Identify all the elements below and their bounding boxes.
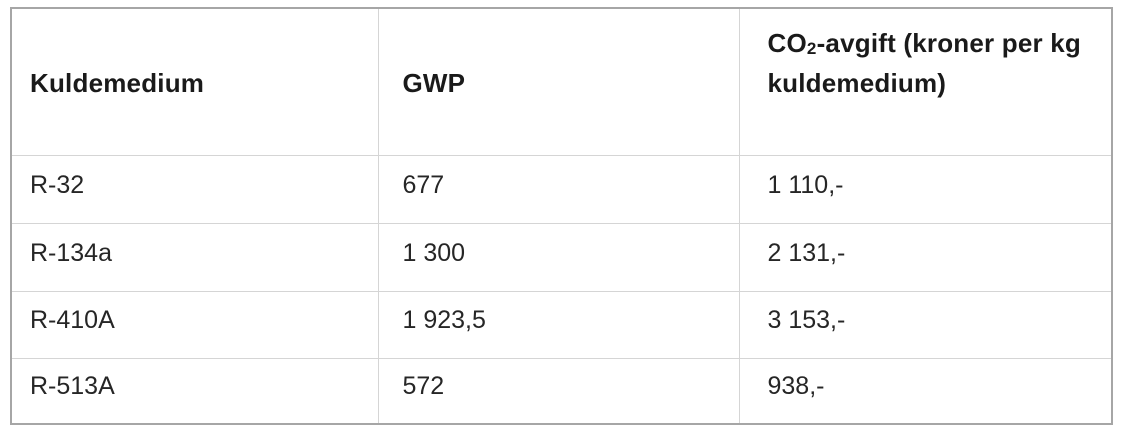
table-row-r513a: R-513A 572 938,- xyxy=(10,357,1113,425)
table-header-row: Kuldemedium GWP CO2-avgift (kroner per k… xyxy=(10,7,1113,156)
column-header-gwp-label: GWP xyxy=(402,67,466,98)
column-header-kuldemedium-label: Kuldemedium xyxy=(30,67,205,98)
table-row-r32: R-32 677 1 110,- xyxy=(10,154,1113,224)
table-container: Kuldemedium GWP CO2-avgift (kroner per k… xyxy=(10,7,1113,425)
cell-avgift: 938,- xyxy=(738,357,1113,425)
cell-avgift: 1 110,- xyxy=(738,154,1113,224)
cell-kuldemedium: R-134a xyxy=(10,222,379,292)
table-header: Kuldemedium GWP CO2-avgift (kroner per k… xyxy=(10,7,1113,156)
cell-gwp: 677 xyxy=(377,154,740,224)
cell-gwp: 1 300 xyxy=(377,222,740,292)
co2-avgift-table: Kuldemedium GWP CO2-avgift (kroner per k… xyxy=(10,7,1113,425)
cell-kuldemedium: R-513A xyxy=(10,357,379,425)
table-body: R-32 677 1 110,- R-134a 1 300 2 131,- R-… xyxy=(10,154,1113,425)
column-header-gwp: GWP xyxy=(377,7,740,156)
table-row-r134a: R-134a 1 300 2 131,- xyxy=(10,222,1113,292)
cell-gwp: 572 xyxy=(377,357,740,425)
column-header-kuldemedium: Kuldemedium xyxy=(10,7,379,156)
cell-avgift: 2 131,- xyxy=(738,222,1113,292)
table-row-r410a: R-410A 1 923,5 3 153,- xyxy=(10,290,1113,359)
co2-subscript: 2 xyxy=(806,38,817,58)
cell-kuldemedium: R-410A xyxy=(10,290,379,359)
cell-kuldemedium: R-32 xyxy=(10,154,379,224)
cell-gwp: 1 923,5 xyxy=(377,290,740,359)
co2-avgift-suffix: -avgift (kroner per kg kuldemedium) xyxy=(767,27,1082,98)
cell-avgift: 3 153,- xyxy=(738,290,1113,359)
column-header-co2-avgift: CO2-avgift (kroner per kg kuldemedium) xyxy=(738,7,1113,156)
co2-avgift-prefix: CO xyxy=(767,27,807,58)
